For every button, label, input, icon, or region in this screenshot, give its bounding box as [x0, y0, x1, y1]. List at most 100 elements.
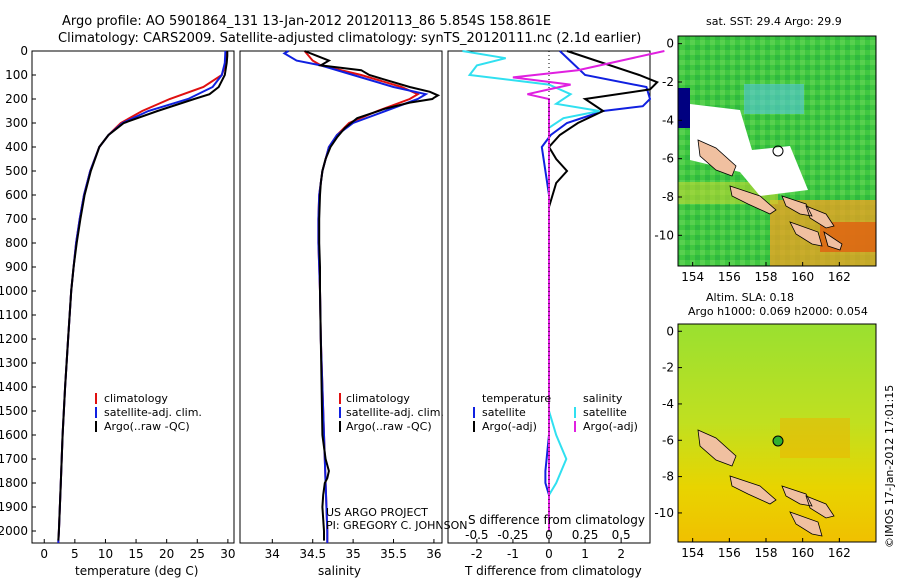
temperature-series — [57, 50, 229, 544]
temperature-legend: climatology satellite-adj. clim. Argo(..… — [95, 392, 202, 433]
legend-title-salinity: salinity — [583, 392, 623, 405]
map-lon-label: 160 — [791, 546, 814, 560]
depth-tick-label: 1800 — [0, 476, 28, 490]
depth-axis: 0 100 200 300 400 500 600 700 800 900 1000 1100 1200… — [0, 44, 36, 538]
x-tick-label: 1 — [581, 547, 589, 561]
series-line-satellite-adj-clim- — [57, 50, 227, 544]
s-diff-tick-label: 0.5 — [612, 528, 631, 542]
salinity-series — [282, 50, 441, 543]
map-lat-label: -6 — [662, 433, 674, 447]
sla-orange-patch — [780, 418, 850, 458]
map-lon-label: 158 — [755, 546, 778, 560]
sla-coastline-islands — [729, 475, 835, 537]
x-tick-label: -1 — [507, 547, 519, 561]
x-tick-label: 10 — [98, 547, 113, 561]
salinity-difference-xlabel: S difference from climatology — [468, 513, 645, 527]
x-tick-label: 20 — [159, 547, 174, 561]
depth-tick-label: 300 — [5, 116, 28, 130]
series-line-argo-raw-qc- — [304, 50, 441, 541]
depth-tick-label: 1300 — [0, 356, 28, 370]
map-lat-label: 0 — [666, 37, 674, 51]
x-tick-label: 25 — [190, 547, 205, 561]
depth-tick-label: 400 — [5, 140, 28, 154]
map-lat-label: -4 — [662, 397, 674, 411]
sst-map-y-ticks: 0 -2 -4 -6 -8 -10 — [654, 37, 682, 242]
sst-cloud-gap — [690, 104, 808, 196]
sst-map-title: sat. SST: 29.4 Argo: 29.9 — [706, 15, 842, 28]
depth-tick-label: 100 — [5, 68, 28, 82]
x-tick-label: -2 — [471, 547, 483, 561]
map-lat-label: 0 — [666, 324, 674, 338]
legend-label-argo: Argo(..raw -QC) — [346, 420, 432, 433]
salinity-legend: climatology satellite-adj. clim. Argo(..… — [339, 392, 444, 433]
sst-map-x-ticks: 154 156 158 160 162 — [681, 262, 851, 284]
x-tick-label: 34 — [265, 547, 280, 561]
legend-label-climatology: climatology — [104, 392, 168, 405]
series-line-climatology — [303, 50, 420, 543]
difference-series — [462, 50, 665, 531]
x-tick-label: 30 — [220, 547, 235, 561]
legend-label-satellite: satellite-adj. clim. — [104, 406, 202, 419]
depth-tick-label: 500 — [5, 164, 28, 178]
depth-tick-label: 2000 — [0, 524, 28, 538]
series-line-temperature-satellite — [540, 50, 652, 531]
project-annotation-line-2: PI: GREGORY C. JOHNSON — [326, 519, 467, 532]
depth-tick-label: 700 — [5, 212, 28, 226]
map-lon-label: 154 — [681, 270, 704, 284]
legend-label-temp-argo: Argo(-adj) — [482, 420, 537, 433]
map-lat-label: -10 — [654, 506, 674, 520]
sla-map-y-ticks: 0 -2 -4 -6 -8 -10 — [654, 324, 682, 520]
x-tick-label: 5 — [71, 547, 79, 561]
salinity-xlabel: salinity — [318, 564, 361, 578]
legend-label-climatology: climatology — [346, 392, 410, 405]
sst-coastline-bougainville — [697, 139, 737, 177]
depth-tick-label: 1600 — [0, 428, 28, 442]
legend-title-temperature: temperature — [482, 392, 551, 405]
map-lon-label: 162 — [828, 270, 851, 284]
map-lon-label: 160 — [791, 270, 814, 284]
x-tick-label: 0 — [40, 547, 48, 561]
sst-coastline-islands — [729, 185, 843, 251]
depth-tick-label: 1000 — [0, 284, 28, 298]
series-line-satellite-adj-clim- — [282, 50, 429, 543]
map-lat-label: -6 — [662, 152, 674, 166]
map-lon-label: 156 — [718, 270, 741, 284]
series-line-climatology — [57, 50, 228, 544]
salinity-panel-frame — [239, 50, 443, 544]
sst-cool-patch — [744, 84, 804, 114]
difference-xlabel: T difference from climatology — [464, 564, 642, 578]
s-diff-tick-label: -0.25 — [497, 528, 528, 542]
x-tick-label: 36 — [426, 547, 441, 561]
map-lon-label: 156 — [718, 546, 741, 560]
depth-tick-label: 900 — [5, 260, 28, 274]
map-lat-label: -2 — [662, 361, 674, 375]
sla-coastline-bougainville — [697, 429, 737, 467]
depth-tick-label: 1500 — [0, 404, 28, 418]
x-tick-label: 34.5 — [299, 547, 326, 561]
map-lat-label: -10 — [654, 228, 674, 242]
sst-map-frame — [677, 35, 877, 267]
sst-float-position — [772, 145, 784, 157]
series-line-salinity-argo-adj- — [512, 50, 665, 531]
temperature-x-ticks: 0 5 10 15 20 25 30 — [40, 539, 236, 561]
sst-map — [678, 36, 876, 266]
title-line-2: Climatology: CARS2009. Satellite-adjuste… — [58, 31, 641, 46]
sla-map-frame — [677, 323, 877, 543]
depth-tick-label: 1900 — [0, 500, 28, 514]
series-line-argo-raw-qc- — [57, 51, 229, 541]
map-lat-label: -2 — [662, 75, 674, 89]
sla-float-position — [772, 435, 784, 447]
s-diff-tick-label: -0.5 — [465, 528, 488, 542]
depth-tick-label: 1200 — [0, 332, 28, 346]
legend-label-temp-satellite: satellite — [482, 406, 526, 419]
map-lat-label: -8 — [662, 470, 674, 484]
map-lon-label: 162 — [828, 546, 851, 560]
depth-tick-label: 1700 — [0, 452, 28, 466]
s-diff-tick-label: 0 — [545, 528, 553, 542]
x-tick-label: 35 — [345, 547, 360, 561]
legend-label-sal-argo: Argo(-adj) — [583, 420, 638, 433]
s-diff-tick-label: 0.25 — [572, 528, 599, 542]
imos-timestamp: ©IMOS 17-Jan-2012 17:01:15 — [883, 385, 896, 548]
map-lon-label: 158 — [755, 270, 778, 284]
